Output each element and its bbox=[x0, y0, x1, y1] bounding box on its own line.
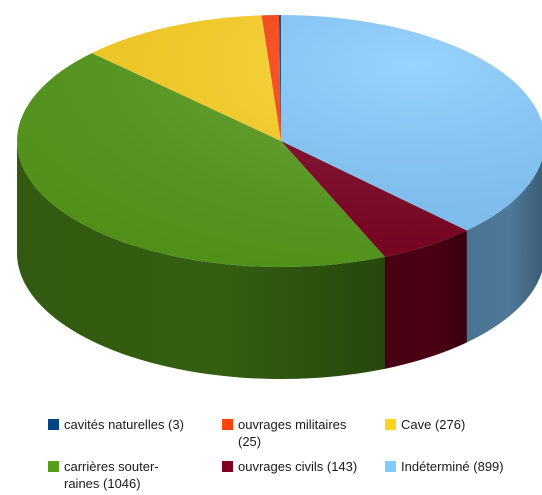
legend-item-ouvrages-civils: ouvrages civils (143) bbox=[222, 458, 392, 475]
legend-label: Indéterminé (899) bbox=[401, 459, 504, 474]
legend-item-indetermine: Indéterminé (899) bbox=[385, 458, 535, 475]
pie-side-shading bbox=[466, 159, 542, 343]
legend-label: cavités naturelles (3) bbox=[64, 417, 184, 432]
legend-swatch-icon bbox=[48, 419, 59, 430]
legend-label: ouvrages civils (143) bbox=[238, 459, 358, 474]
legend-item-carrieres-souterraines: carrières souter-raines (1046) bbox=[48, 458, 178, 492]
legend-item-ouvrages-militaires: ouvrages militaires (25) bbox=[222, 416, 372, 450]
pie-side-shading bbox=[384, 230, 467, 369]
legend-label: Cave (276) bbox=[401, 417, 466, 432]
legend-label: ouvrages militaires (25) bbox=[238, 417, 347, 449]
legend-swatch-icon bbox=[222, 461, 233, 472]
legend-swatch-icon bbox=[385, 419, 396, 430]
pie-top-shading bbox=[17, 15, 542, 267]
legend-swatch-icon bbox=[222, 419, 233, 430]
legend-label: carrières souter-raines (1046) bbox=[64, 459, 159, 491]
legend-item-cave: Cave (276) bbox=[385, 416, 535, 433]
pie-top bbox=[16, 15, 542, 267]
legend-swatch-icon bbox=[385, 461, 396, 472]
legend-item-cavites-naturelles: cavités naturelles (3) bbox=[48, 416, 223, 433]
pie-sides bbox=[17, 141, 542, 380]
pie-side-shading bbox=[17, 141, 385, 380]
legend-swatch-icon bbox=[48, 461, 59, 472]
